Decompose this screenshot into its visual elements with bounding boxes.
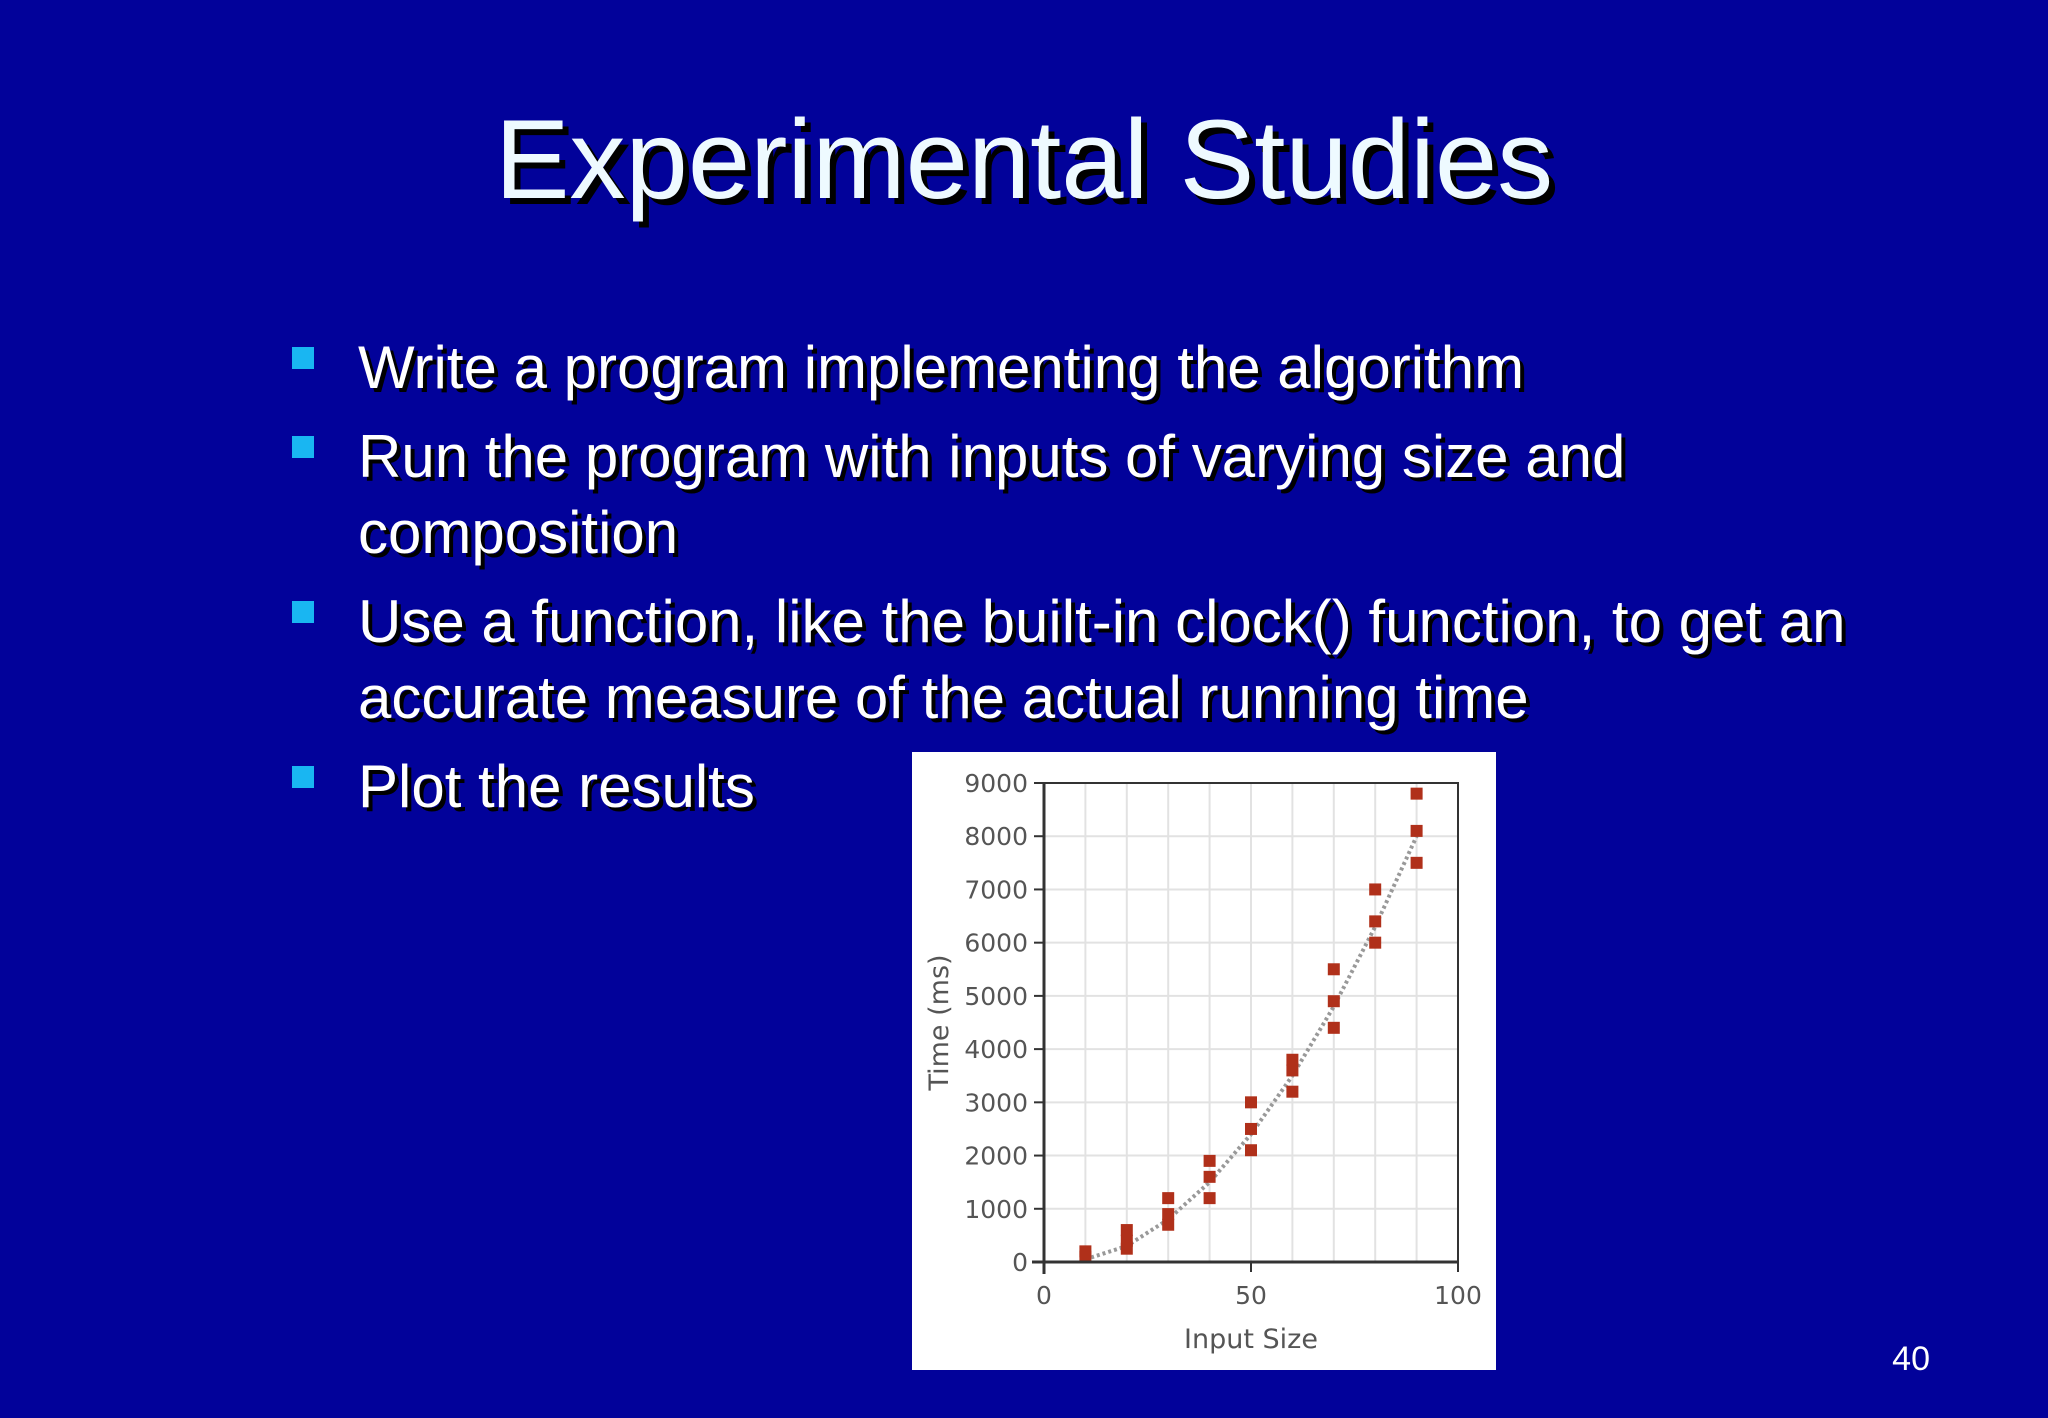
data-point <box>1162 1208 1175 1221</box>
data-point <box>1203 1192 1216 1205</box>
data-point <box>1120 1234 1133 1247</box>
x-axis-label: Input Size <box>1184 1324 1318 1355</box>
bullet-item: Run the program with inputs of varying s… <box>288 419 1848 571</box>
bullet-text: Run the program with inputs of varying s… <box>358 423 1626 566</box>
data-point <box>1327 1021 1340 1034</box>
chart-grid <box>1044 782 1458 1263</box>
data-point <box>1203 1170 1216 1183</box>
bullet-list: Write a program implementing the algorit… <box>288 330 1848 838</box>
data-point <box>1369 936 1382 949</box>
data-point <box>1410 787 1423 800</box>
y-tick-label: 1000 <box>964 1195 1028 1224</box>
data-points <box>1079 787 1423 1263</box>
data-point <box>1162 1218 1175 1231</box>
y-tick-label: 0 <box>1012 1248 1028 1277</box>
data-point <box>1245 1096 1257 1109</box>
x-tick-label: 50 <box>1235 1281 1267 1310</box>
data-point <box>1079 1245 1092 1258</box>
y-tick-label: 3000 <box>964 1088 1028 1117</box>
square-bullet-icon <box>292 766 314 788</box>
bullet-text: Write a program implementing the algorit… <box>358 334 1525 401</box>
y-tick-label: 6000 <box>964 929 1028 958</box>
y-tick-label: 2000 <box>964 1142 1028 1171</box>
data-point <box>1327 995 1340 1008</box>
y-tick-label: 8000 <box>964 822 1028 851</box>
data-point <box>1286 1053 1299 1066</box>
square-bullet-icon <box>292 436 314 458</box>
data-point <box>1327 963 1340 976</box>
scatter-chart: 0 1000 2000 3000 4000 5000 6000 7000 8000 9000 0 50… <box>912 752 1496 1370</box>
data-point <box>1369 883 1382 896</box>
y-tick-label: 9000 <box>964 769 1028 798</box>
data-point <box>1286 1085 1299 1098</box>
x-tick-label: 0 <box>1036 1281 1052 1310</box>
data-point <box>1410 856 1423 869</box>
y-tick-label: 7000 <box>964 875 1028 904</box>
data-point <box>1120 1224 1133 1237</box>
data-point <box>1245 1122 1257 1135</box>
data-point <box>1286 1064 1299 1077</box>
data-point <box>1410 824 1423 837</box>
square-bullet-icon <box>292 347 314 369</box>
chart-axes: 0 1000 2000 3000 4000 5000 6000 7000 8000 9000 0 50… <box>964 769 1481 1310</box>
bullet-text: Plot the results <box>358 753 755 820</box>
bullet-text: Use a function, like the built-in clock(… <box>358 588 1846 731</box>
bullet-item: Plot the results <box>288 749 1848 825</box>
slide-title: Experimental Studies <box>494 97 1554 222</box>
y-tick-label: 4000 <box>964 1035 1028 1064</box>
y-tick-label: 5000 <box>964 982 1028 1011</box>
data-point <box>1203 1154 1216 1167</box>
data-point <box>1162 1192 1175 1205</box>
data-point <box>1245 1144 1257 1157</box>
x-tick-label: 100 <box>1434 1281 1482 1310</box>
page-number: 40 <box>1892 1340 1930 1378</box>
bullet-item: Use a function, like the built-in clock(… <box>288 584 1848 736</box>
data-point <box>1369 915 1382 928</box>
square-bullet-icon <box>292 601 314 623</box>
bullet-item: Write a program implementing the algorit… <box>288 330 1848 406</box>
chart-canvas: 0 1000 2000 3000 4000 5000 6000 7000 8000 9000 0 50… <box>924 769 1482 1355</box>
y-axis-label: Time (ms) <box>924 954 955 1091</box>
